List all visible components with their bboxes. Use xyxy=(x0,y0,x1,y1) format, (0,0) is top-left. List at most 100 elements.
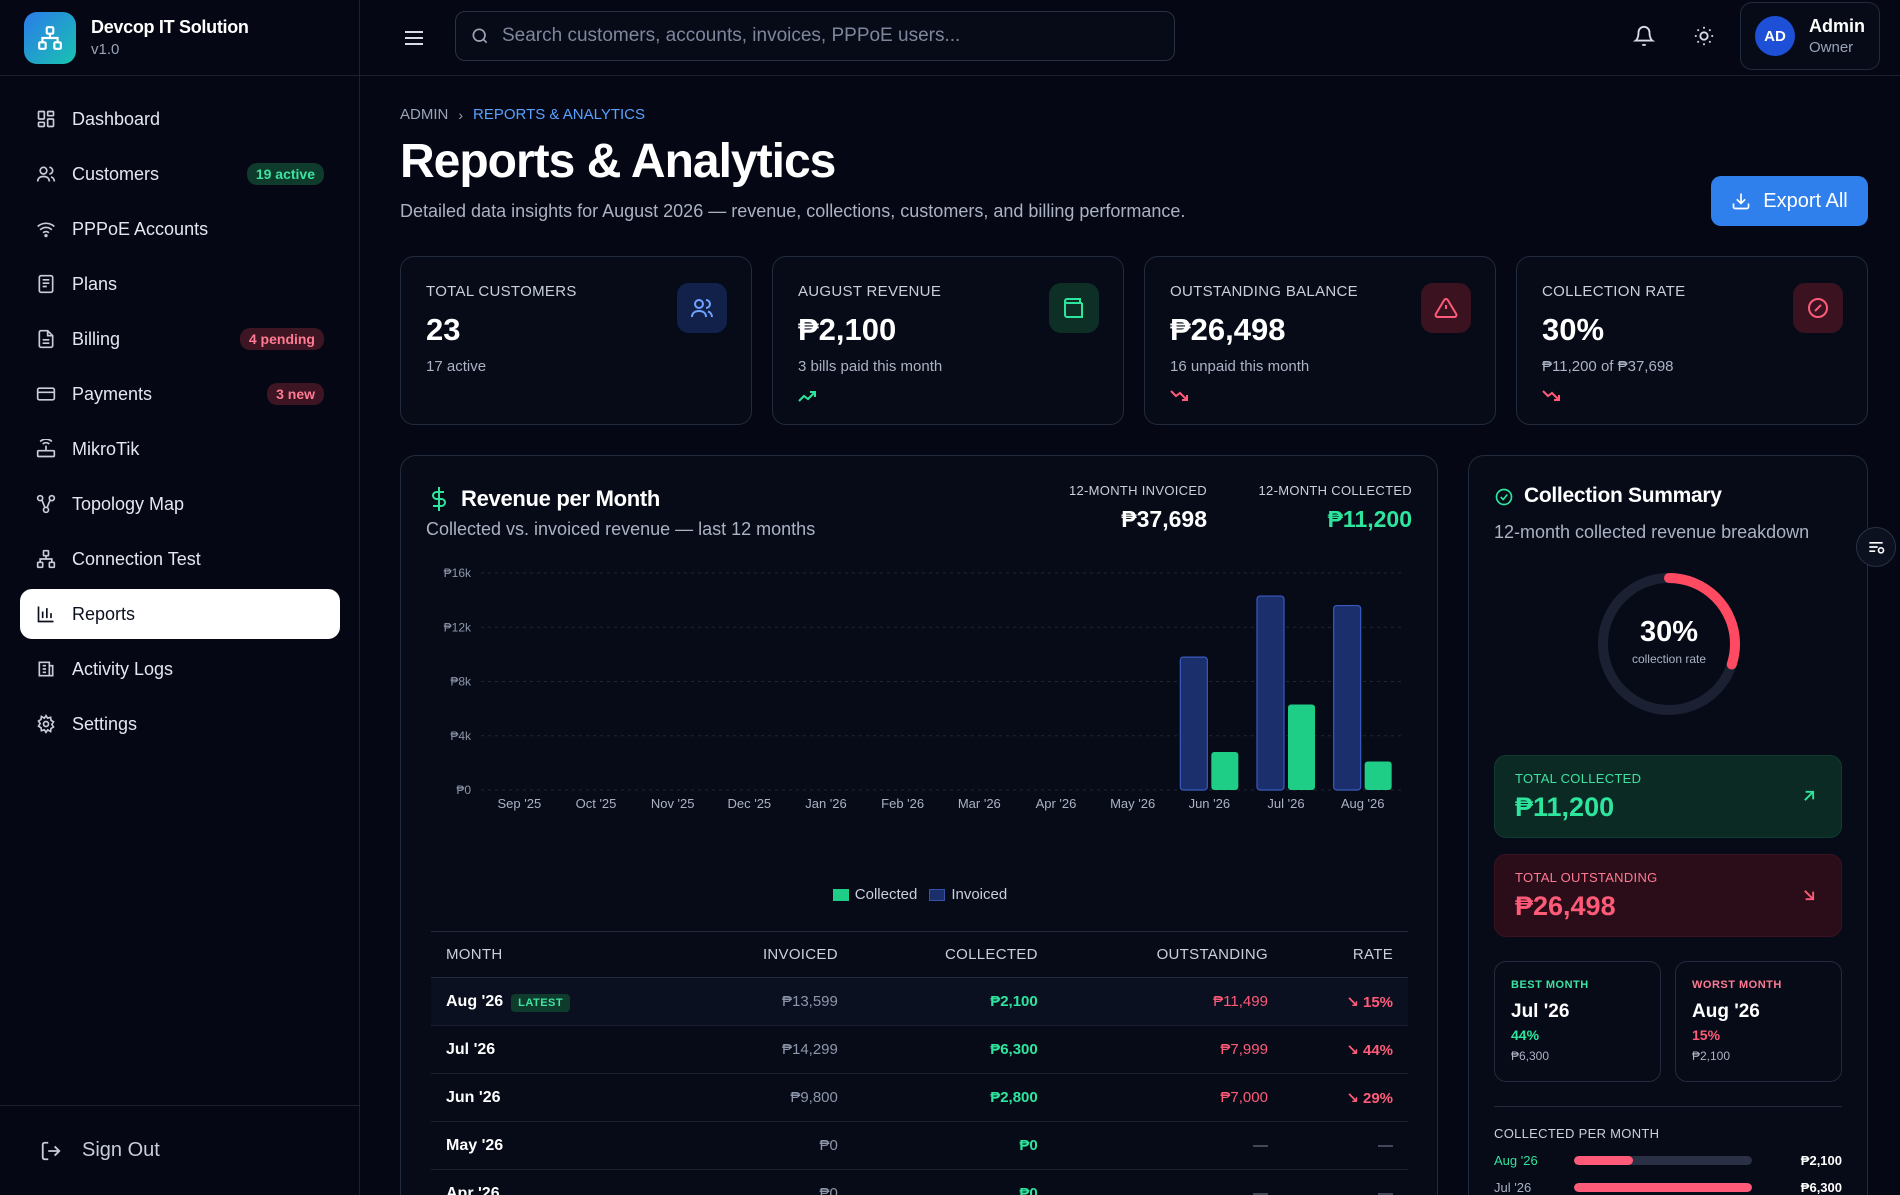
sidebar: Devcop IT Solution v1.0 Dashboard Custom… xyxy=(0,0,360,1195)
sidebar-item-label: PPPoE Accounts xyxy=(72,218,209,239)
cell-rate: — xyxy=(1282,1121,1408,1170)
x-tick-label: Jul '26 xyxy=(1267,796,1304,811)
y-tick-label: ₱12k xyxy=(444,620,472,634)
bar-invoiced[interactable] xyxy=(1256,595,1285,791)
dollar-icon xyxy=(432,487,446,511)
kpi-label: 12-MONTH INVOICED xyxy=(1068,483,1207,498)
table-row[interactable]: Aug '26 LATEST ₱13,599 ₱2,100 ₱11,499 ↘ 1… xyxy=(431,977,1408,1026)
col-header-rate[interactable]: RATE xyxy=(1282,931,1408,978)
table-row[interactable]: Jun '26 ₱9,800 ₱2,800 ₱7,000 ↘ 29% xyxy=(431,1073,1408,1122)
stat-card-collection-rate[interactable]: COLLECTION RATE 30% ₱11,200 of ₱37,698 xyxy=(1516,256,1868,425)
col-header-invoiced[interactable]: INVOICED xyxy=(682,931,853,978)
arrow-down-right-icon xyxy=(1804,890,1815,901)
sidebar-item-payments[interactable]: Payments 3 new xyxy=(20,369,340,419)
col-header-outstanding[interactable]: OUTSTANDING xyxy=(1052,931,1283,978)
cell-rate: ↘ 15% xyxy=(1282,977,1408,1026)
summary-title: Collection Summary xyxy=(1524,484,1722,507)
sidebar-item-customers[interactable]: Customers 19 active xyxy=(20,149,340,199)
table-row[interactable]: Jul '26 ₱14,299 ₱6,300 ₱7,999 ↘ 44% xyxy=(431,1025,1408,1074)
breadcrumb-admin[interactable]: ADMIN xyxy=(400,106,449,123)
export-all-button[interactable]: Export All xyxy=(1711,176,1868,226)
total-collected-card[interactable]: TOTAL COLLECTED ₱11,200 xyxy=(1494,755,1842,838)
sidebar-item-connection-test[interactable]: Connection Test xyxy=(20,534,340,584)
sign-out-button[interactable]: Sign Out xyxy=(0,1105,360,1195)
gear-icon xyxy=(36,714,56,734)
trend-down-icon xyxy=(1170,390,1188,401)
bar-collected[interactable] xyxy=(1364,761,1392,790)
bar-invoiced[interactable] xyxy=(1333,604,1362,791)
stat-value: 30% xyxy=(1542,312,1605,347)
sidebar-item-label: Reports xyxy=(72,603,136,624)
sidebar-item-activity-logs[interactable]: Activity Logs xyxy=(20,644,340,694)
sidebar-item-pppoe-accounts[interactable]: PPPoE Accounts xyxy=(20,204,340,254)
arrow-up-right-icon xyxy=(1804,790,1815,801)
hamburger-menu-icon[interactable] xyxy=(402,26,426,50)
divider xyxy=(1494,1106,1842,1107)
stat-card-august-revenue[interactable]: AUGUST REVENUE ₱2,100 3 bills paid this … xyxy=(772,256,1124,425)
chevron-right-icon: › xyxy=(458,106,464,123)
bar-collected[interactable] xyxy=(1288,704,1315,790)
mini-amount: ₱6,300 xyxy=(1511,1049,1550,1063)
stat-card-total-customers[interactable]: TOTAL CUSTOMERS 23 17 active xyxy=(400,256,752,425)
sidebar-item-reports[interactable]: Reports xyxy=(20,589,340,639)
sidebar-item-plans[interactable]: Plans xyxy=(20,259,340,309)
x-tick-label: Nov '25 xyxy=(651,796,695,811)
box-label: TOTAL OUTSTANDING xyxy=(1515,870,1658,885)
table-row[interactable]: Apr '26 ₱0 ₱0 — — xyxy=(431,1169,1408,1195)
sidebar-item-label: Plans xyxy=(72,273,118,294)
legend-collected[interactable]: Collected xyxy=(832,886,917,903)
best-month-card[interactable]: BEST MONTH Jul '26 44% ₱6,300 xyxy=(1494,961,1661,1082)
download-icon xyxy=(1731,191,1751,211)
sidebar-item-topology-map[interactable]: Topology Map xyxy=(20,479,340,529)
x-tick-label: Mar '26 xyxy=(958,796,1001,811)
filter-settings-icon[interactable] xyxy=(1856,527,1896,567)
col-header-month[interactable]: MONTH xyxy=(431,931,682,978)
breadcrumb-current: REPORTS & ANALYTICS xyxy=(473,106,646,123)
trend-up-icon xyxy=(798,391,816,402)
user-menu[interactable]: AD Admin Owner xyxy=(1740,2,1880,70)
sidebar-item-mikrotik[interactable]: MikroTik xyxy=(20,424,340,474)
logs-icon xyxy=(36,659,56,679)
search-icon xyxy=(470,26,490,46)
worst-month-card[interactable]: WORST MONTH Aug '26 15% ₱2,100 xyxy=(1675,961,1842,1082)
sidebar-item-label: Payments xyxy=(72,383,153,404)
mini-rate: 44% xyxy=(1511,1027,1540,1043)
col-header-collected[interactable]: COLLECTED xyxy=(852,931,1053,978)
brand[interactable]: Devcop IT Solution v1.0 xyxy=(0,0,360,76)
stat-label: OUTSTANDING BALANCE xyxy=(1170,283,1358,300)
percent-badge-icon xyxy=(1793,283,1843,333)
stat-value: 23 xyxy=(426,312,461,347)
trend-down-icon xyxy=(1542,390,1560,401)
stat-label: TOTAL CUSTOMERS xyxy=(426,283,577,300)
cell-outstanding: — xyxy=(1052,1121,1283,1170)
sidebar-item-dashboard[interactable]: Dashboard xyxy=(20,94,340,144)
customers-badge: 19 active xyxy=(246,163,324,185)
table-row[interactable]: May '26 ₱0 ₱0 — — xyxy=(431,1121,1408,1170)
search-input[interactable] xyxy=(502,25,1162,47)
bell-icon[interactable] xyxy=(1633,25,1655,47)
cpm-amount: ₱6,300 xyxy=(1800,1179,1842,1195)
check-circle-icon xyxy=(1495,488,1513,506)
bar-invoiced[interactable] xyxy=(1179,656,1208,791)
legend-label: Invoiced xyxy=(951,886,1008,903)
network-icon xyxy=(36,494,56,514)
total-outstanding-card[interactable]: TOTAL OUTSTANDING ₱26,498 xyxy=(1494,854,1842,937)
sidebar-item-billing[interactable]: Billing 4 pending xyxy=(20,314,340,364)
legend-invoiced[interactable]: Invoiced xyxy=(929,886,1007,903)
stat-card-outstanding-balance[interactable]: OUTSTANDING BALANCE ₱26,498 16 unpaid th… xyxy=(1144,256,1496,425)
bar-collected[interactable] xyxy=(1211,752,1239,790)
cell-month: Jun '26 xyxy=(431,1073,682,1122)
collected-per-month-title: COLLECTED PER MONTH xyxy=(1494,1126,1660,1141)
x-tick-label: Jun '26 xyxy=(1189,796,1231,811)
logout-icon xyxy=(40,1140,62,1162)
search-box[interactable] xyxy=(455,11,1175,61)
sidebar-item-settings[interactable]: Settings xyxy=(20,699,340,749)
collection-summary-panel: Collection Summary 12-month collected re… xyxy=(1468,455,1868,1195)
cell-invoiced: ₱14,299 xyxy=(682,1025,853,1074)
cell-invoiced: ₱0 xyxy=(682,1169,853,1195)
theme-toggle-sun-icon[interactable] xyxy=(1693,25,1715,47)
cell-rate: ↘ 29% xyxy=(1282,1073,1408,1122)
stat-sub: 16 unpaid this month xyxy=(1170,358,1310,375)
mini-amount: ₱2,100 xyxy=(1692,1049,1731,1063)
mini-month: Jul '26 xyxy=(1511,1001,1570,1022)
